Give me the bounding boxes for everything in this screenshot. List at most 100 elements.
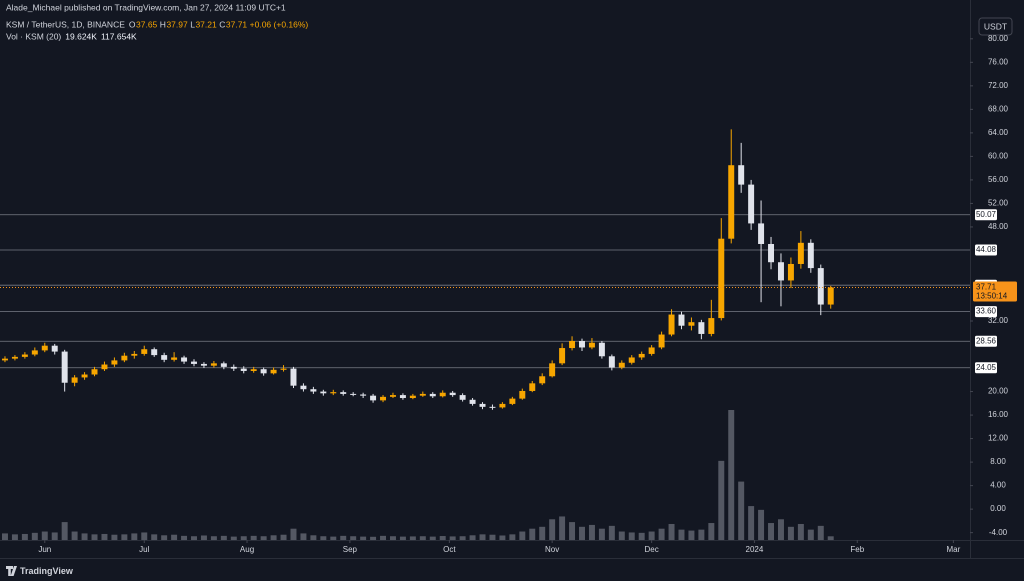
y-tick-label: 16.00 [988,410,1009,419]
volume-bar [787,526,794,540]
candle-body [389,395,396,397]
x-tick-label: Sep [343,545,358,554]
x-tick-label: Dec [645,545,659,554]
volume-bar [479,534,486,540]
candle-body [758,223,765,244]
candle-body [11,356,18,359]
volume-bar [270,535,277,540]
volume-bar [678,529,685,540]
volume-bar [579,526,585,540]
y-tick-label: -4.00 [989,528,1008,537]
volume-bar [200,535,207,540]
y-tick-label: 32.00 [988,316,1009,325]
volume-bar [618,531,625,540]
volume-bar [131,533,138,540]
candle-body [250,369,257,371]
volume-bar [181,535,188,540]
candle-body [748,184,755,224]
candle-body [320,391,327,394]
candle-body [718,238,725,319]
candle-body [1,358,8,361]
ohlc-value: 37.97 [166,19,188,29]
volume-bar [698,529,705,540]
candle-body [300,385,307,390]
countdown-label: 13:50:14 [976,292,1008,301]
ohlc-label: L [190,19,195,29]
currency-label[interactable]: USDT [984,21,1007,31]
candle-body [141,349,148,354]
volume-bar [101,533,108,540]
ohlc-value: 37.71 [226,19,248,29]
candle-body [370,395,377,401]
x-tick-label: Oct [443,545,456,554]
ohlc-label: O [129,19,136,29]
level-label-bg [975,244,997,256]
currency-button[interactable] [978,17,1013,36]
candle-body [827,287,834,305]
candle-body [230,366,237,369]
candle-body [618,362,625,368]
candle-body [549,363,556,377]
candle-body [768,243,775,263]
y-tick-label: 4.00 [990,481,1006,490]
volume-bar [768,523,775,540]
volume-bar [191,536,197,540]
volume-bar [638,532,645,540]
candle-body [469,399,476,404]
volume-bar [71,531,78,540]
y-tick-label: 12.00 [988,434,1009,443]
candle-body [449,392,456,396]
volume-bar [121,534,128,540]
candle-body [81,374,88,378]
volume-bar [240,536,247,540]
volume-bar [210,536,217,540]
candle-body [131,353,138,356]
candle-body [678,314,685,326]
level-label-bg [975,306,997,318]
candle-body [479,403,486,407]
candle-body [181,357,188,362]
volume-bar [648,531,655,540]
candle-body [787,263,794,281]
volume-bar [290,528,297,540]
volume-bar [21,533,28,540]
volume-bar [141,532,148,540]
level-label-bg [975,209,997,221]
volume-bar [161,535,168,540]
y-tick-label: 64.00 [988,128,1009,137]
candle-body [399,395,406,399]
volume-bar [588,524,595,540]
volume-bar [797,523,804,540]
candle-body [409,395,416,399]
candle-body [439,392,446,397]
volume-legend: Vol · KSM (20) [6,31,61,41]
volume-bar [807,529,814,540]
candle-body [708,318,715,334]
candle-body [658,334,665,348]
volume-bar [509,534,516,540]
candle-body [101,364,108,370]
volume-bar [81,533,88,540]
volume-bar [738,481,745,540]
candle-body [817,268,824,305]
candle-body [340,392,347,394]
level-label: 24.05 [976,363,997,372]
volume-bar [529,528,536,540]
volume-bar [777,519,784,540]
candle-body [310,389,317,392]
level-label: 50.07 [976,210,997,219]
candle-body [41,345,48,351]
candle-body [51,345,58,352]
last-price-bg [973,281,1017,302]
candle-body [61,351,68,383]
volume-bar [31,532,38,540]
candle-body [668,314,675,335]
candle-body [728,165,735,239]
volume-bar [459,536,466,540]
volume-bar [489,534,496,540]
x-tick-label: Feb [850,545,864,554]
candle-body [21,354,28,357]
candle-body [608,356,615,368]
